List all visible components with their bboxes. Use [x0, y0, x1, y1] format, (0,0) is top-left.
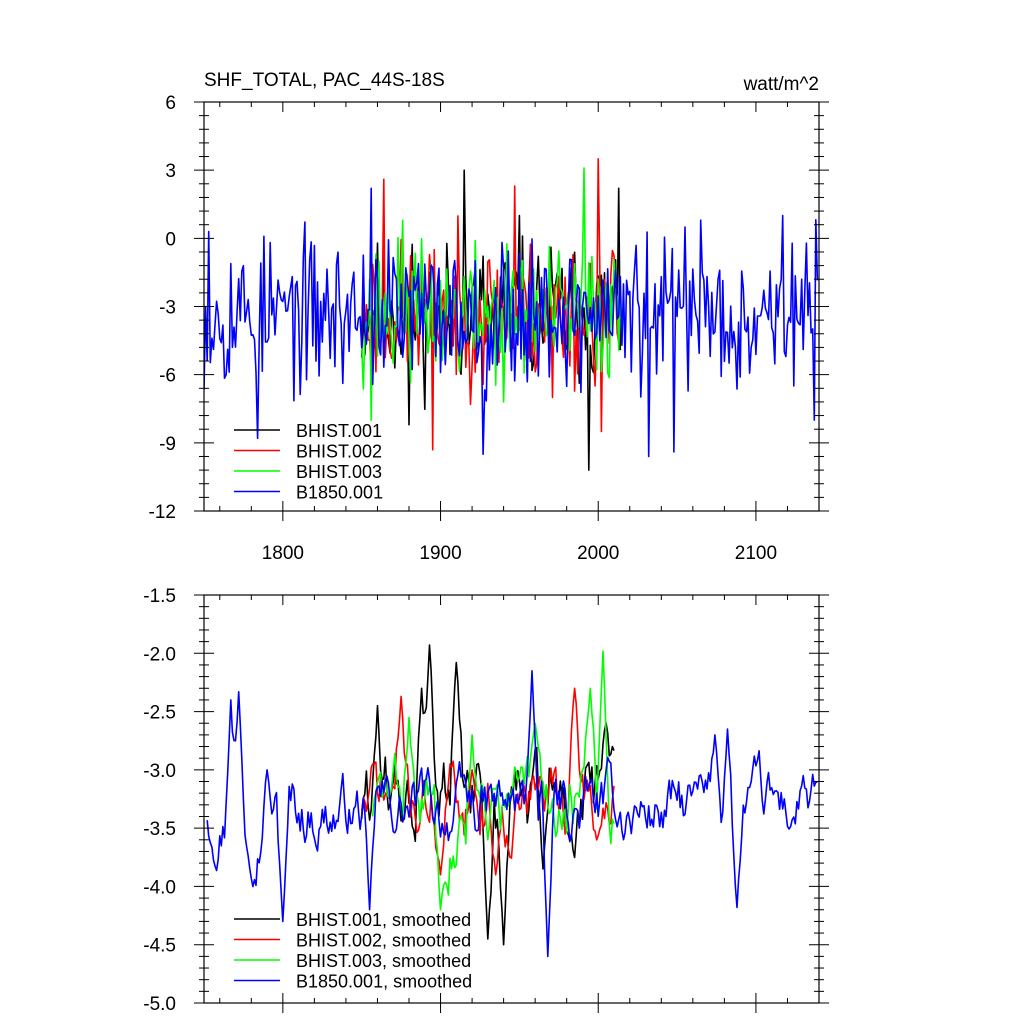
legend-label: BHIST.002 — [296, 442, 382, 462]
y-tick-label: -2.5 — [143, 703, 176, 724]
series-line-bhist-002-smoothed — [360, 687, 615, 876]
x-tick-label: 1800 — [262, 543, 304, 564]
y-tick-label: -5.0 — [143, 994, 176, 1015]
x-tick-label: 2000 — [577, 543, 619, 564]
y-tick-label: -3 — [159, 298, 176, 319]
y-tick-label: 6 — [165, 93, 176, 114]
series-line-b1850-001-smoothed — [206, 669, 818, 958]
x-tick-label: 2100 — [735, 543, 777, 564]
plot-frame — [203, 594, 820, 1004]
legend-label: B1850.001, smoothed — [296, 972, 472, 992]
y-tick-label: 3 — [165, 161, 176, 182]
y-tick-label: -6 — [159, 366, 176, 387]
y-tick-label: -12 — [149, 502, 176, 523]
chart-title: SHF_TOTAL, PAC_44S-18S — [204, 70, 445, 91]
series-lines — [206, 644, 818, 958]
legend-label: BHIST.003, smoothed — [296, 951, 471, 971]
series-lines — [204, 158, 819, 471]
bottom-panel: -5.0 -4.5 -4.0 -3.5 -3.0 -2.5 -2.0 -1.5 BHIST.00… — [143, 586, 829, 1015]
y-tick-label: -9 — [159, 434, 176, 455]
legend-label: BHIST.001 — [296, 421, 382, 441]
y-tick-label: -2.0 — [143, 644, 176, 665]
x-tick-label: 1900 — [419, 543, 461, 564]
series-line-b1850-001 — [204, 187, 819, 458]
y-tick-label: -4.0 — [143, 877, 176, 898]
legend-label: B1850.001 — [296, 483, 383, 503]
units-label: watt/m^2 — [743, 74, 819, 95]
y-tick-label: -3.5 — [143, 819, 176, 840]
legend-label: BHIST.001, smoothed — [296, 910, 471, 930]
y-tick-label: -4.5 — [143, 936, 176, 957]
y-tick-label: -1.5 — [143, 586, 176, 607]
top-panel: SHF_TOTAL, PAC_44S-18S watt/m^2 1800 1900 20… — [149, 70, 829, 564]
legend-label: BHIST.002, smoothed — [296, 931, 471, 951]
y-tick-label: 0 — [165, 229, 176, 250]
legend-label: BHIST.003 — [296, 462, 382, 482]
y-tick-label: -3.0 — [143, 761, 176, 782]
